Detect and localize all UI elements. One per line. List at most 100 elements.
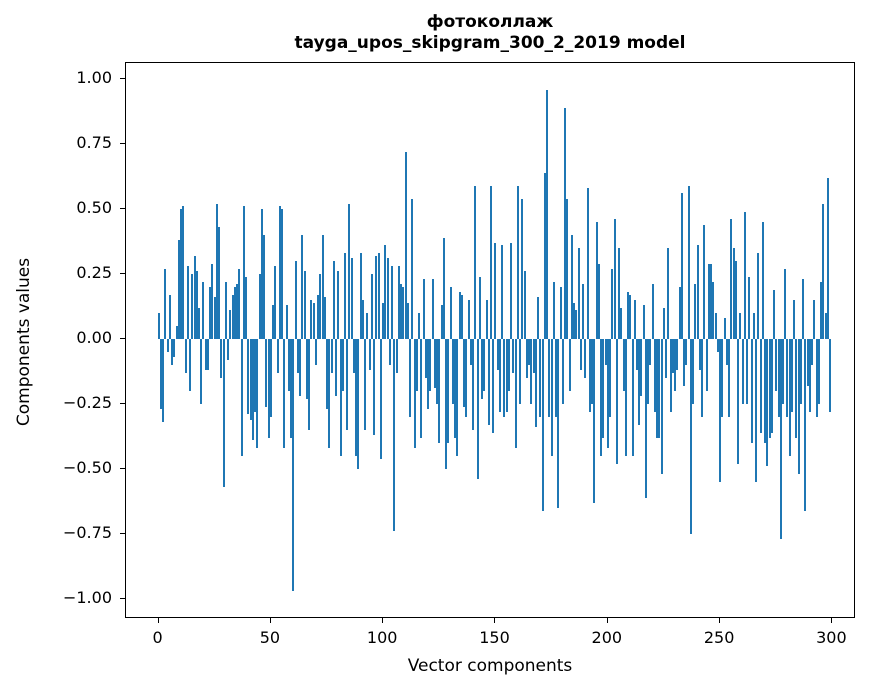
bar (651, 284, 654, 340)
bar (761, 222, 764, 340)
bar (350, 258, 353, 340)
bar (397, 266, 400, 340)
bar (335, 339, 338, 397)
bar (431, 279, 434, 340)
bar (341, 339, 344, 392)
bar (433, 339, 436, 389)
bar (249, 339, 252, 420)
bar (609, 339, 612, 418)
bar (339, 339, 342, 457)
bar (168, 294, 171, 340)
x-tick-mark (157, 618, 159, 623)
bar (510, 242, 513, 340)
bar (456, 339, 459, 457)
bar (552, 281, 555, 340)
bar (555, 339, 558, 418)
bar (546, 89, 549, 340)
bar (281, 209, 284, 340)
bar (492, 339, 495, 433)
bar (759, 339, 762, 433)
bar (409, 339, 412, 418)
bar (734, 261, 737, 340)
bar (233, 287, 236, 340)
bar (566, 198, 569, 340)
bar (600, 339, 603, 457)
bar (195, 271, 198, 340)
bar (465, 339, 468, 418)
bar (296, 339, 299, 373)
bar (750, 339, 753, 444)
bar (438, 339, 441, 444)
bar (658, 339, 661, 438)
bar (474, 185, 477, 340)
bar (723, 318, 726, 340)
bar (200, 339, 203, 405)
bar (263, 235, 266, 340)
bar (678, 287, 681, 340)
bar (294, 261, 297, 340)
y-tick-label: −1.00 (62, 587, 112, 607)
bar (274, 266, 277, 340)
bar (716, 339, 719, 353)
bar (370, 274, 373, 340)
bar (687, 185, 690, 340)
bar (496, 339, 499, 371)
bar (557, 339, 560, 508)
bar (514, 339, 517, 449)
bar (537, 297, 540, 340)
bar (503, 339, 506, 418)
bar (773, 289, 776, 340)
bar (310, 300, 313, 340)
x-tick-mark (382, 618, 384, 623)
bar (180, 209, 183, 340)
bar (822, 203, 825, 340)
bar (460, 294, 463, 340)
bar (525, 339, 528, 379)
bar (442, 237, 445, 340)
bar (213, 297, 216, 340)
bar (501, 245, 504, 340)
bar (721, 339, 724, 418)
bar (420, 339, 423, 438)
bar (276, 339, 279, 373)
bar (685, 339, 688, 366)
bar (245, 276, 248, 340)
y-tick-label: −0.50 (62, 458, 112, 478)
x-tick-label: 0 (152, 628, 163, 647)
bar (712, 281, 715, 340)
bar (516, 185, 519, 340)
bar (312, 302, 315, 340)
bar (640, 339, 643, 397)
bar (638, 339, 641, 425)
bar (368, 339, 371, 371)
bar (182, 206, 185, 340)
bar (240, 339, 243, 457)
x-tick-mark (269, 618, 271, 623)
y-tick-mark (120, 143, 125, 145)
bar (561, 339, 564, 405)
bar (671, 339, 674, 373)
bar (620, 307, 623, 340)
bar (166, 339, 169, 353)
bar (725, 339, 728, 366)
bar (303, 271, 306, 340)
bar (813, 300, 816, 340)
bar (186, 266, 189, 340)
bar (582, 284, 585, 340)
bar (636, 339, 638, 371)
bar (206, 339, 209, 371)
bar (701, 339, 704, 418)
bar (739, 313, 742, 340)
y-tick-label: −0.25 (62, 393, 112, 413)
bar (770, 339, 773, 433)
bar (570, 235, 573, 340)
bar (788, 339, 791, 457)
bar (550, 339, 553, 457)
bar (189, 339, 192, 392)
bar (386, 258, 389, 340)
bar (411, 198, 414, 340)
bar (352, 339, 355, 373)
bar (469, 339, 472, 366)
chart-title-line2: tayga_upos_skipgram_300_2_2019 model (294, 33, 686, 53)
